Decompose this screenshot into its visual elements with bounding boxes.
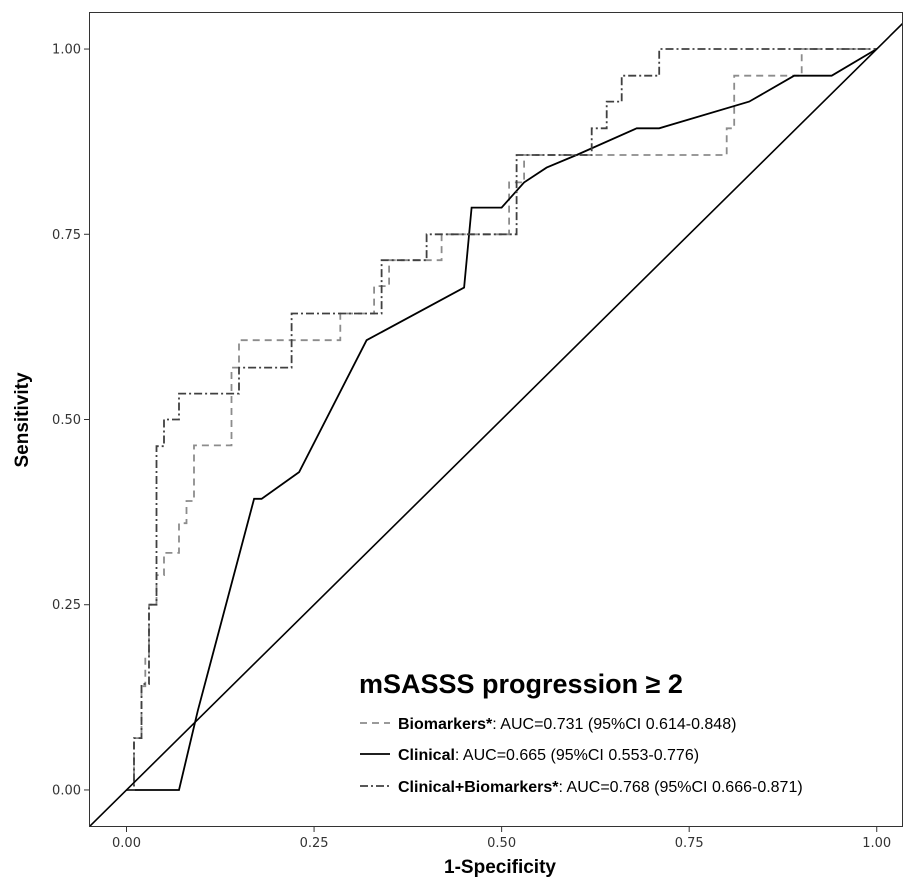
- series-group: [89, 22, 903, 827]
- legend-entry-clinical: Clinical: AUC=0.665 (95%CI 0.553-0.776): [360, 747, 699, 764]
- legend-series-name: Biomarkers*: [398, 716, 493, 733]
- y-tick-label: 1.00: [52, 43, 81, 58]
- y-tick-label: 0.50: [52, 413, 81, 428]
- legend-series-name: Clinical: [398, 747, 455, 764]
- x-tick-label: 0.00: [112, 836, 141, 851]
- x-tick-label: 0.25: [300, 836, 329, 851]
- y-tick-label: 0.25: [52, 598, 81, 613]
- legend-series-stats: : AUC=0.731 (95%CI 0.614-0.848): [492, 716, 736, 733]
- x-tick-label: 0.50: [487, 836, 516, 851]
- legend-label: Biomarkers*: AUC=0.731 (95%CI 0.614-0.84…: [398, 716, 736, 733]
- y-axis-title: Sensitivity: [12, 372, 33, 467]
- legend-series-name: Clinical+Biomarkers*: [398, 779, 559, 796]
- legend-series-stats: : AUC=0.665 (95%CI 0.553-0.776): [455, 747, 699, 764]
- legend-entry-clinical-biomarkers: Clinical+Biomarkers*: AUC=0.768 (95%CI 0…: [360, 779, 803, 796]
- x-axis-title: 1-Specificity: [444, 857, 556, 878]
- legend-label: Clinical: AUC=0.665 (95%CI 0.553-0.776): [398, 747, 699, 764]
- legend-series-stats: : AUC=0.768 (95%CI 0.666-0.871): [559, 779, 803, 796]
- reference-diagonal-line: [89, 22, 903, 827]
- series-line-biomarkers: [126, 48, 877, 791]
- x-tick-label: 0.75: [675, 836, 704, 851]
- y-tick-label: 0.00: [52, 783, 81, 798]
- legend-entry-biomarkers: Biomarkers*: AUC=0.731 (95%CI 0.614-0.84…: [360, 716, 736, 733]
- series-line-clinical-biomarkers: [126, 48, 877, 791]
- legend-title: mSASSS progression ≥ 2: [359, 669, 683, 699]
- y-tick-label: 0.75: [52, 228, 81, 243]
- x-tick-label: 1.00: [862, 836, 891, 851]
- plot-border: [89, 12, 903, 827]
- legend-label: Clinical+Biomarkers*: AUC=0.768 (95%CI 0…: [398, 779, 803, 796]
- series-line-clinical: [126, 48, 878, 791]
- legend: mSASSS progression ≥ 2 Biomarkers*: AUC=…: [359, 669, 803, 796]
